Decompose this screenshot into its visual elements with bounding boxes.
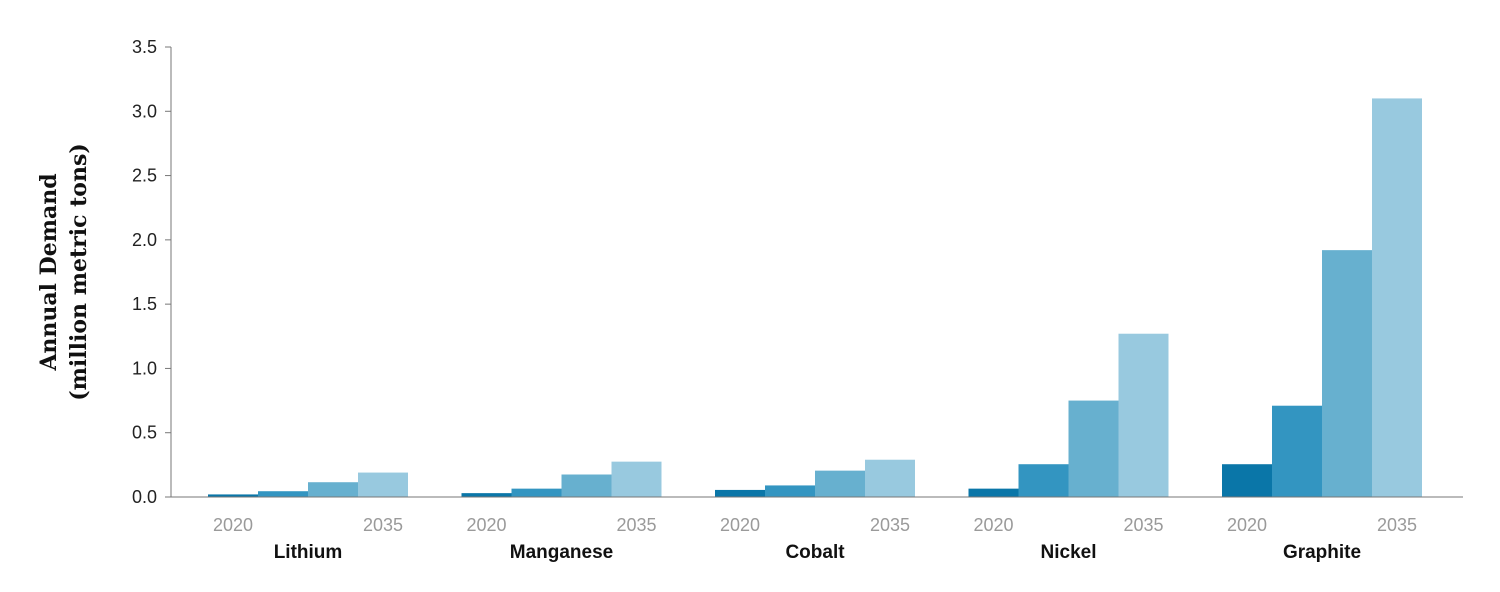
bar-graphite-4: [1372, 98, 1422, 497]
category-label: Graphite: [1283, 542, 1361, 563]
bar-lithium-3: [308, 482, 358, 497]
y-axis-title: Annual Demand (million metric tons): [36, 143, 92, 401]
bar-cobalt-2: [765, 485, 815, 497]
bar-nickel-4: [1118, 333, 1169, 497]
bar-graphite-2: [1272, 405, 1322, 497]
y-tick-label: 2.0: [132, 230, 157, 250]
y-tick-label: 3.0: [132, 101, 157, 121]
bar-graphite-1: [1222, 464, 1272, 497]
bar-manganese-3: [561, 474, 612, 497]
bar-lithium-1: [208, 494, 258, 497]
bar-cobalt-1: [715, 489, 765, 497]
y-tick-label: 1.0: [132, 358, 157, 378]
bar-manganese-4: [611, 461, 662, 497]
y-axis: 0.0 0.5 1.0 1.5 2.0 2.5 3.0 3.5: [132, 37, 172, 507]
year-label-end: 2035: [1123, 515, 1163, 535]
year-label-end: 2035: [616, 515, 656, 535]
y-tick-label: 0.0: [132, 487, 157, 507]
category-label: Nickel: [1041, 542, 1097, 563]
year-label-start: 2020: [1227, 515, 1267, 535]
bar-graphite-3: [1322, 250, 1372, 497]
y-axis-title-line2: (million metric tons): [66, 143, 92, 401]
bar-nickel-2: [1018, 464, 1069, 497]
bar-nickel-1: [968, 488, 1019, 497]
bar-manganese-2: [511, 488, 562, 497]
category-label: Manganese: [510, 542, 613, 563]
bar-cobalt-4: [865, 459, 915, 497]
bar-nickel-3: [1068, 400, 1119, 497]
year-label-start: 2020: [213, 515, 253, 535]
year-label-end: 2035: [870, 515, 910, 535]
category-label: Lithium: [274, 542, 343, 563]
bar-cobalt-3: [815, 470, 865, 497]
bar-manganese-1: [461, 493, 512, 497]
year-label-end: 2035: [1377, 515, 1417, 535]
year-label-start: 2020: [973, 515, 1013, 535]
y-tick-label: 3.5: [132, 37, 157, 57]
bar-lithium-2: [258, 491, 308, 497]
y-tick-label: 1.5: [132, 294, 157, 314]
y-axis-title-line1: Annual Demand: [36, 173, 62, 371]
year-label-start: 2020: [466, 515, 506, 535]
y-tick-label: 2.5: [132, 166, 157, 186]
bars-group: [208, 98, 1422, 497]
category-label: Cobalt: [785, 542, 845, 563]
bar-lithium-4: [358, 472, 408, 497]
year-label-end: 2035: [363, 515, 403, 535]
year-label-start: 2020: [720, 515, 760, 535]
y-tick-label: 0.5: [132, 423, 157, 443]
